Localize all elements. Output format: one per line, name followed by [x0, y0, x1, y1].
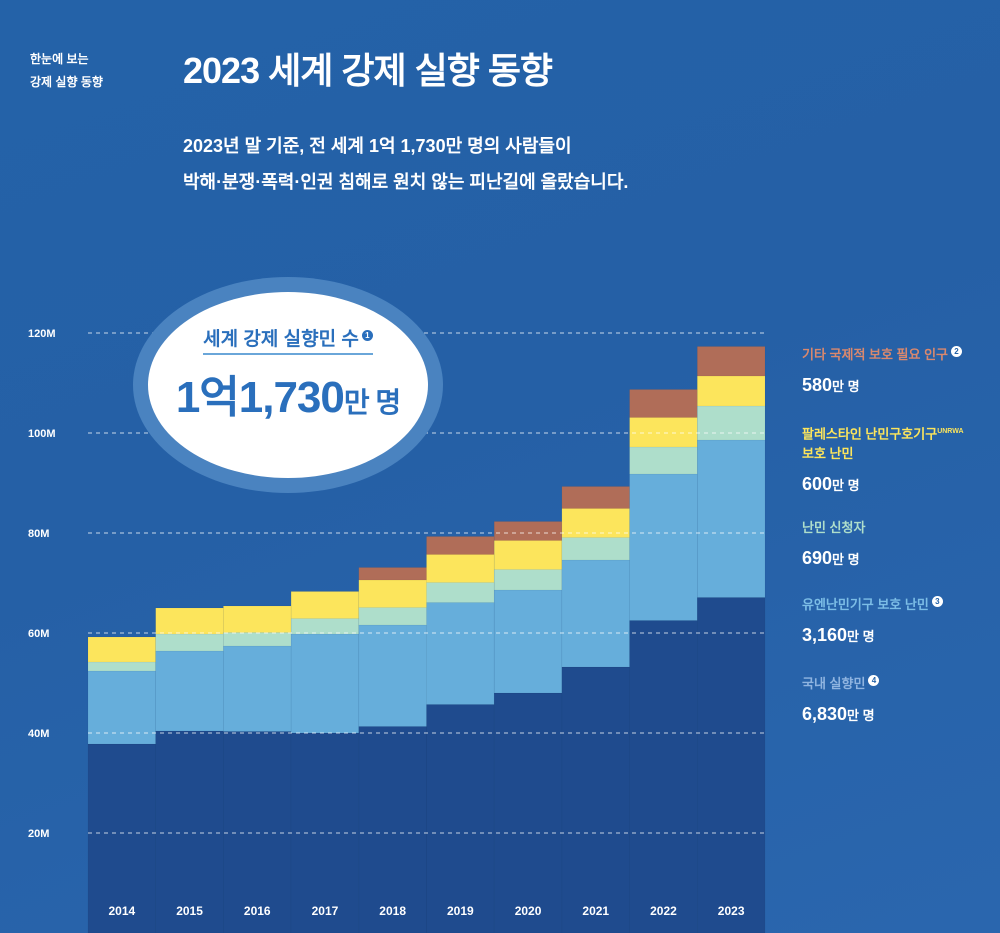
legend-item-idp: 국내 실향민 4 6,830만 명 [802, 674, 880, 725]
legend-item-asylum: 난민 신청자 690만 명 [802, 520, 866, 568]
legend-item-unrwa: 팔레스타인 난민구호기구UNRWA 보호 난민 600만 명 [802, 426, 964, 495]
bar-segment [426, 704, 495, 933]
x-tick-label: 2023 [718, 904, 745, 918]
bar-segment [696, 597, 766, 933]
x-tick-label: 2022 [650, 904, 677, 918]
subtitle: 2023년 말 기준, 전 세계 1억 1,730만 명의 사람들이 박해·분쟁… [183, 128, 628, 200]
bar-segment [426, 554, 495, 583]
bar-segment [493, 540, 563, 570]
total-value: 1억1,730만 명 [175, 373, 401, 422]
bar-segment [561, 666, 630, 933]
bar-segment [223, 632, 292, 647]
bar-segment [358, 567, 427, 581]
bar-segment [629, 446, 698, 475]
bar-segment [290, 633, 360, 734]
x-tick-label: 2014 [108, 904, 135, 918]
bar-segment [696, 405, 766, 441]
bar-segment [561, 559, 630, 668]
bar-segment [561, 486, 630, 509]
bar-segment [426, 582, 495, 603]
y-tick-label: 100M [28, 428, 56, 440]
bar-segment [426, 602, 495, 705]
bar-segment [290, 732, 360, 933]
bar-segment [426, 536, 495, 555]
bar-segment [155, 633, 224, 652]
bar-segment [493, 521, 563, 541]
y-tick-label: 120M [28, 328, 56, 340]
bar-segment [493, 589, 563, 694]
bar-segment [290, 591, 360, 619]
x-tick-label: 2016 [244, 904, 271, 918]
page-title: 2023 세계 강제 실향 동향 [183, 50, 553, 91]
bar-segment [629, 389, 698, 418]
x-tick-label: 2020 [515, 904, 542, 918]
bar-segment [358, 579, 427, 608]
legend-item-other: 기타 국제적 보호 필요 인구 2 580만 명 [802, 345, 963, 396]
bar-segment [358, 624, 427, 727]
bar-segment [696, 439, 766, 598]
bar-segment [87, 661, 156, 672]
footnote-marker: 1 [361, 329, 373, 341]
y-tick-label: 80M [28, 528, 49, 540]
bar-segment [493, 692, 563, 933]
bar-segment [629, 417, 698, 448]
bar-segment [223, 731, 292, 933]
kicker: 한눈에 보는 강제 실향 동향 [30, 48, 103, 94]
bar-segment [155, 730, 224, 933]
bar-segment [223, 645, 292, 732]
bar-segment [87, 636, 156, 663]
x-tick-label: 2021 [582, 904, 609, 918]
bar-segment [155, 650, 224, 732]
bar-segment [629, 473, 698, 621]
bar-segment [358, 726, 427, 933]
bar-segment [629, 620, 698, 933]
y-tick-label: 60M [28, 628, 49, 640]
bar-segment [223, 605, 292, 633]
bar-segment [155, 607, 224, 635]
bar-segment [696, 375, 766, 407]
subtitle-line-1: 2023년 말 기준, 전 세계 1억 1,730만 명의 사람들이 [183, 136, 572, 156]
subtitle-line-2: 박해·분쟁·폭력·인권 침해로 원치 않는 피난길에 올랐습니다. [183, 172, 629, 192]
kicker-line-2: 강제 실향 동향 [30, 75, 103, 89]
x-tick-label: 2015 [176, 904, 203, 918]
kicker-line-1: 한눈에 보는 [30, 52, 89, 66]
bar-segment [290, 618, 360, 635]
bar-segment [358, 607, 427, 626]
y-tick-label: 40M [28, 728, 49, 740]
x-tick-label: 2017 [312, 904, 339, 918]
x-tick-label: 2018 [379, 904, 406, 918]
bar-segment [696, 346, 766, 377]
y-tick-label: 20M [28, 828, 49, 840]
legend-item-refugees: 유엔난민기구 보호 난민 3 3,160만 명 [802, 595, 943, 646]
bar-segment [561, 537, 630, 561]
x-tick-label: 2019 [447, 904, 474, 918]
bar-segment [493, 569, 563, 591]
